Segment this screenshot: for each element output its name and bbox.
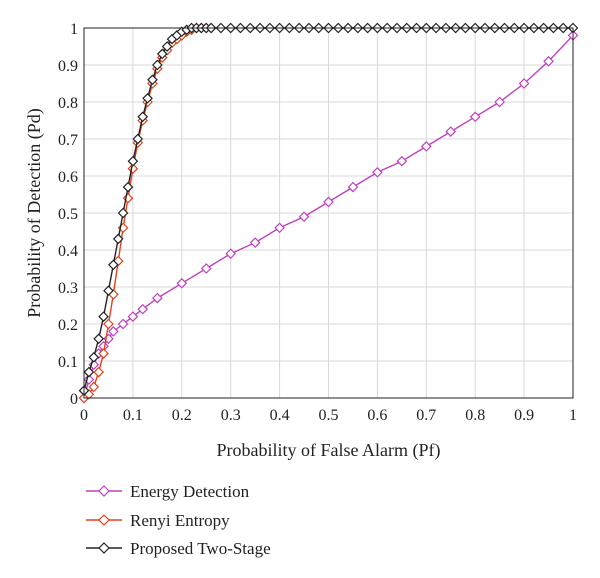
- data-point-marker: [298, 211, 310, 223]
- data-point-marker: [274, 222, 285, 234]
- data-point-marker: [107, 259, 119, 271]
- data-point-marker: [122, 181, 134, 193]
- y-tick-label: 0.5: [58, 206, 78, 223]
- y-tick-label: 0.1: [58, 354, 78, 371]
- data-point-marker: [98, 311, 109, 322]
- legend: Energy Detection Renyi Entropy Proposed …: [86, 482, 271, 558]
- x-tick-label: 0.8: [465, 407, 485, 424]
- data-point-marker: [88, 351, 100, 363]
- data-point-marker: [347, 181, 359, 193]
- legend-diamond-icon: [98, 542, 110, 554]
- y-tick-label: 0.6: [58, 169, 78, 186]
- y-tick-label: 0.9: [58, 58, 78, 75]
- data-point-marker: [132, 133, 144, 145]
- data-point-marker: [152, 59, 163, 71]
- legend-item-energy-detection: Energy Detection: [86, 482, 250, 501]
- legend-diamond-icon: [98, 485, 110, 497]
- data-point-marker: [137, 303, 149, 315]
- data-point-marker: [88, 381, 100, 393]
- data-point-marker: [161, 41, 173, 52]
- y-tick-label: 1: [70, 21, 78, 38]
- data-point-marker: [112, 233, 124, 245]
- data-point-marker: [323, 196, 334, 208]
- data-point-marker: [93, 366, 105, 378]
- legend-diamond-icon: [98, 514, 110, 526]
- x-tick-label: 0.5: [319, 407, 339, 424]
- y-tick-label: 0.2: [58, 317, 78, 334]
- data-point-marker: [142, 92, 153, 104]
- data-point-marker: [249, 237, 261, 248]
- data-point-marker: [445, 126, 457, 137]
- data-point-marker: [469, 111, 481, 123]
- x-axis-label: Probability of False Alarm (Pf): [217, 440, 441, 461]
- data-point-marker: [117, 318, 129, 330]
- data-point-marker: [98, 348, 109, 359]
- x-tick-label: 0.4: [270, 407, 290, 424]
- data-point-marker: [93, 333, 105, 345]
- data-point-marker: [117, 207, 129, 219]
- data-point-marker: [225, 248, 237, 260]
- data-point-marker: [200, 263, 212, 274]
- data-point-marker: [107, 326, 119, 337]
- plot-frame: [83, 27, 574, 399]
- x-tick-label: 0.7: [416, 407, 436, 424]
- y-tick-label: 0.8: [58, 95, 78, 112]
- data-point-marker: [176, 277, 188, 289]
- data-point-marker: [156, 48, 168, 60]
- legend-label: Renyi Entropy: [130, 511, 230, 530]
- x-tick-label: 0: [80, 407, 88, 424]
- x-tick-label: 0.3: [221, 407, 241, 424]
- data-point-marker: [127, 311, 139, 322]
- x-tick-label: 1: [569, 407, 577, 424]
- data-point-marker: [127, 155, 139, 167]
- data-point-marker: [494, 96, 505, 108]
- y-tick-label: 0: [70, 391, 78, 408]
- data-point-marker: [152, 292, 163, 304]
- data-point-marker: [543, 55, 554, 67]
- data-point-marker: [396, 155, 408, 167]
- legend-label: Energy Detection: [130, 482, 250, 501]
- x-tick-label: 0.9: [514, 407, 534, 424]
- y-tick-label: 0.4: [58, 243, 78, 260]
- x-tick-label: 0.1: [123, 407, 143, 424]
- data-point-marker: [103, 318, 114, 330]
- y-axis-label: Probability of Detection (Pd): [24, 108, 45, 317]
- y-tick-label: 0.3: [58, 280, 78, 297]
- legend-item-renyi-entropy: Renyi Entropy: [86, 511, 230, 530]
- tick-labels: 0 0.1 0.2 0.3 0.4 0.5 0.6 0.7 0.8 0.9 1 0 0.1 0.2 0.3 0…: [58, 21, 577, 424]
- x-tick-label: 0.6: [367, 407, 387, 424]
- x-tick-label: 0.2: [172, 407, 192, 424]
- data-point-marker: [147, 74, 158, 86]
- legend-item-proposed-two-stage: Proposed Two-Stage: [86, 539, 271, 558]
- legend-label: Proposed Two-Stage: [130, 539, 271, 558]
- data-point-marker: [83, 366, 95, 378]
- data-point-marker: [420, 141, 432, 152]
- y-tick-label: 0.7: [58, 132, 78, 149]
- data-point-marker: [372, 166, 383, 178]
- data-point-marker: [518, 78, 530, 89]
- data-point-marker: [137, 111, 149, 123]
- data-point-marker: [103, 285, 114, 297]
